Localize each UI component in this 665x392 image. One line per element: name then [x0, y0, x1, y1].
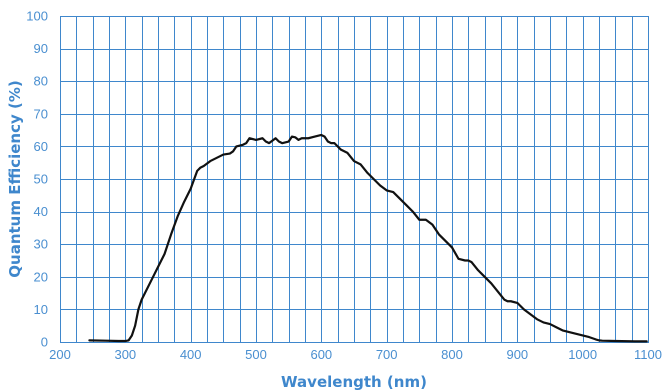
y-tick-label-8: 80: [34, 74, 48, 89]
grid: [60, 16, 648, 342]
x-tick-label-2: 400: [180, 347, 202, 362]
plot-border: [60, 16, 649, 343]
x-tick-label-8: 1000: [568, 347, 597, 362]
x-tick-label-3: 500: [245, 347, 267, 362]
series-layer: [88, 133, 648, 343]
plot-frame: [60, 16, 649, 343]
y-tick-label-10: 100: [26, 9, 48, 24]
y-tick-label-7: 70: [34, 106, 48, 121]
y-tick-label-0: 0: [41, 335, 48, 350]
x-tick-label-4: 600: [310, 347, 332, 362]
x-tick-label-9: 1100: [634, 347, 662, 362]
x-tick-label-1: 300: [114, 347, 136, 362]
x-tick-label-6: 800: [441, 347, 463, 362]
y-axis-label: Quantum Efficiency (%): [6, 80, 24, 277]
x-tick-labels: 200 300 400 500 600 700 800 900 1000 1100: [49, 347, 662, 362]
y-tick-label-9: 90: [34, 41, 48, 56]
y-tick-label-6: 60: [34, 139, 48, 154]
y-tick-label-2: 20: [34, 269, 48, 284]
x-tick-label-0: 200: [49, 347, 71, 362]
x-axis-label: Wavelength (nm): [281, 373, 427, 391]
y-tick-label-5: 50: [34, 172, 48, 187]
y-tick-label-4: 40: [34, 204, 48, 219]
x-tick-label-5: 700: [376, 347, 398, 362]
y-tick-labels: 0 10 20 30 40 50 60 70 80 90 100: [26, 9, 48, 350]
y-tick-label-3: 30: [34, 237, 48, 252]
y-tick-label-1: 10: [34, 302, 48, 317]
x-tick-label-7: 900: [506, 347, 528, 362]
series-line-0: [88, 133, 648, 343]
